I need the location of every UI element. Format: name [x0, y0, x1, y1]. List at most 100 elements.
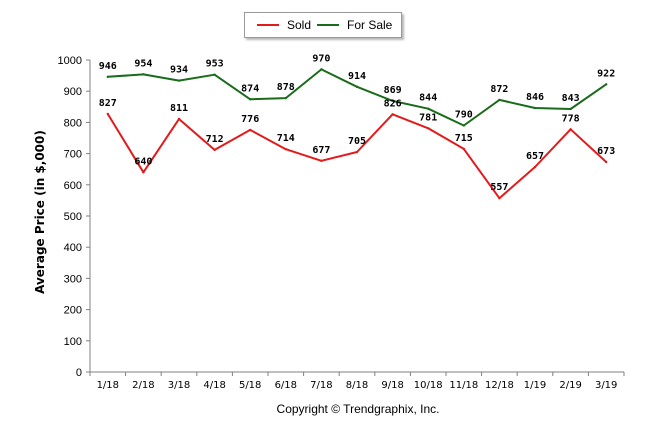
- data-label-for-sale: 970: [312, 53, 330, 64]
- data-point-for-sale: [391, 99, 394, 103]
- data-label-sold: 673: [597, 146, 615, 157]
- data-point-sold: [106, 112, 110, 116]
- x-tick-label: 9/18: [381, 380, 403, 391]
- data-point-sold: [605, 160, 608, 164]
- legend-item-sold: Sold: [257, 13, 311, 37]
- legend-swatch-sold: [257, 24, 279, 26]
- legend-label-sold: Sold: [287, 18, 312, 32]
- x-tick-label: 11/18: [449, 380, 478, 391]
- y-tick-label: 1000: [58, 55, 82, 67]
- data-point-sold: [177, 117, 181, 121]
- x-tick-label: 4/18: [203, 380, 225, 391]
- y-tick-label: 500: [64, 211, 82, 223]
- data-label-for-sale: 914: [348, 71, 366, 82]
- data-point-for-sale: [106, 75, 110, 79]
- data-label-for-sale: 954: [134, 58, 152, 69]
- data-point-sold: [320, 159, 323, 162]
- data-point-sold: [213, 148, 216, 152]
- data-label-sold: 776: [241, 114, 259, 125]
- data-label-for-sale: 872: [490, 84, 508, 95]
- data-point-for-sale: [533, 106, 537, 110]
- data-label-for-sale: 874: [241, 83, 259, 94]
- data-point-sold: [391, 113, 394, 116]
- data-point-for-sale: [177, 79, 181, 82]
- data-point-for-sale: [462, 124, 465, 127]
- data-point-for-sale: [320, 68, 323, 71]
- data-label-sold: 677: [312, 145, 330, 156]
- data-label-for-sale: 844: [419, 93, 437, 104]
- data-label-sold: 712: [206, 134, 224, 145]
- data-point-for-sale: [427, 107, 430, 110]
- x-tick-label: 7/18: [310, 380, 332, 391]
- data-point-sold: [355, 150, 359, 154]
- data-label-sold: 826: [384, 98, 402, 109]
- data-label-for-sale: 878: [277, 82, 295, 93]
- data-point-for-sale: [284, 96, 287, 100]
- data-label-sold: 640: [134, 156, 152, 167]
- data-point-for-sale: [142, 73, 145, 76]
- y-tick-label: 400: [64, 242, 82, 254]
- data-point-sold: [427, 127, 430, 130]
- x-tick-label: 10/18: [414, 380, 443, 391]
- data-label-for-sale: 846: [526, 92, 544, 103]
- legend-swatch-for-sale: [317, 24, 339, 26]
- x-tick-label: 2/19: [559, 380, 581, 391]
- data-label-sold: 827: [99, 98, 117, 109]
- data-point-sold: [284, 148, 287, 151]
- legend-item-for-sale: For Sale: [317, 13, 392, 37]
- y-tick-label: 900: [64, 86, 82, 98]
- copyright-footer: Copyright © Trendgraphix, Inc.: [276, 402, 440, 416]
- chart-legend: Sold For Sale: [244, 12, 402, 38]
- legend-label-for-sale: For Sale: [347, 18, 393, 32]
- data-label-sold: 714: [277, 133, 295, 144]
- x-tick-label: 8/18: [346, 380, 368, 391]
- y-axis-label: Average Price (in $,000): [33, 130, 47, 294]
- y-tick-label: 700: [64, 149, 82, 161]
- x-axis-ticks: 1/18 2/18 3/18 4/18 5/18 6/18 7/18 8/18 9/18 10/1…: [89, 372, 625, 391]
- x-tick-label: 2/18: [132, 380, 154, 391]
- data-point-for-sale: [569, 107, 572, 111]
- y-tick-label: 300: [64, 273, 82, 285]
- data-label-sold: 557: [490, 182, 508, 193]
- data-point-sold: [533, 165, 537, 169]
- y-tick-label: 800: [64, 117, 82, 129]
- data-label-for-sale: 934: [170, 65, 188, 76]
- y-tick-label: 0: [76, 367, 82, 379]
- data-label-sold: 811: [170, 103, 188, 114]
- data-point-for-sale: [249, 98, 252, 101]
- y-tick-label: 100: [64, 336, 82, 348]
- data-point-for-sale: [498, 98, 501, 102]
- data-label-for-sale: 946: [99, 61, 117, 72]
- data-label-for-sale: 922: [597, 68, 615, 79]
- data-label-sold: 781: [419, 112, 437, 123]
- chart-series: [106, 68, 608, 200]
- data-label-sold: 705: [348, 136, 366, 147]
- x-tick-label: 12/18: [485, 380, 514, 391]
- chart-data-labels: 827 640 811 712 776 714 677 705 826 781 715 557 657 7…: [99, 53, 615, 193]
- data-point-sold: [462, 147, 465, 151]
- data-point-for-sale: [213, 73, 216, 76]
- data-label-sold: 657: [526, 151, 544, 162]
- x-tick-label: 1/18: [97, 380, 119, 391]
- data-point-for-sale: [605, 83, 608, 86]
- y-tick-label: 600: [64, 180, 82, 192]
- data-label-sold: 778: [562, 113, 580, 124]
- data-label-for-sale: 953: [206, 59, 224, 70]
- data-label-for-sale: 790: [455, 110, 473, 121]
- data-point-sold: [249, 128, 252, 132]
- x-tick-label: 5/18: [239, 380, 261, 391]
- y-axis-ticks: 0 100 200 300 400 500 600 700 800 900 1000: [58, 55, 90, 379]
- x-tick-label: 3/18: [168, 380, 190, 391]
- data-label-sold: 715: [455, 133, 473, 144]
- y-tick-label: 200: [64, 305, 82, 317]
- data-label-for-sale: 843: [562, 93, 580, 104]
- data-point-sold: [498, 197, 501, 200]
- x-tick-label: 6/18: [275, 380, 297, 391]
- data-point-sold: [142, 171, 145, 174]
- data-label-for-sale: 869: [384, 85, 402, 96]
- x-tick-label: 1/19: [524, 380, 546, 391]
- data-point-for-sale: [355, 85, 359, 89]
- data-point-sold: [569, 128, 572, 131]
- x-tick-label: 3/19: [595, 380, 617, 391]
